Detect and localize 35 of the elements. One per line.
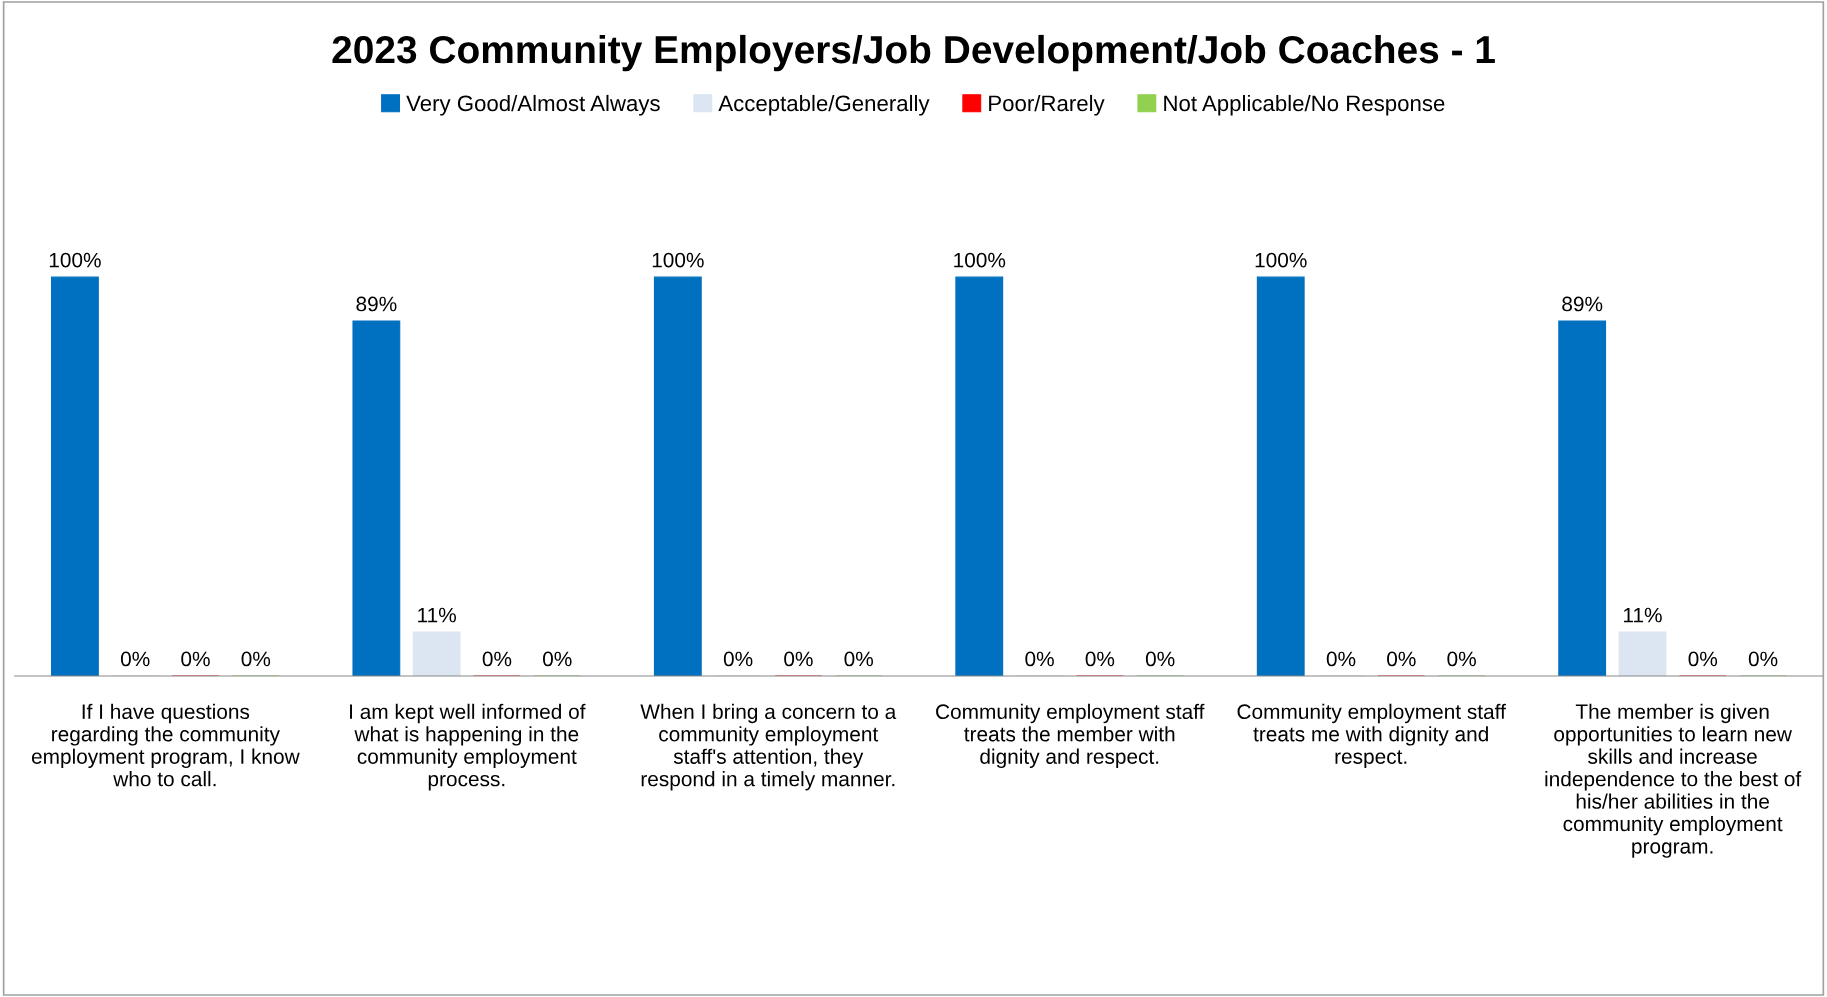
data-label: 0% [1688,651,1718,667]
legend-label: Very Good/Almost Always [406,94,660,116]
x-tick-label: I am kept well informed of what is happening in the community employment process. [350,703,586,791]
data-label: 11% [1623,607,1662,623]
x-tick-label: Community employment staff treats me with dignity and respect. [1237,703,1506,769]
data-label: 0% [1387,651,1416,667]
data-label: 0% [723,651,753,667]
data-label: 0% [482,651,512,667]
data-label: 0% [1447,651,1476,667]
data-label: 100% [49,252,101,268]
data-label: 100% [1255,252,1307,268]
data-label: 11% [418,607,456,623]
data-label: 89% [1562,296,1603,312]
data-label: 0% [120,651,150,667]
legend-label: Acceptable/Generally [718,94,930,116]
data-label: 0% [1326,651,1356,667]
data-label: 0% [181,651,210,667]
data-label: 0% [1025,651,1054,667]
data-label: 0% [241,651,271,667]
data-label: 0% [784,651,813,667]
x-tick-label: When I bring a concern to a community employment staff's attention, they respond in a timely manner. [640,703,897,791]
x-tick-label: Community employment staff treats the member with dignity and respect. [936,703,1205,769]
legend-label: Not Applicable/No Response [1164,94,1445,116]
data-label: 0% [1085,651,1115,667]
legend-label: Poor/Rarely [989,94,1105,116]
data-label: 0% [1748,651,1778,667]
data-label: 100% [954,252,1006,268]
x-tick-label: If I have questions regarding the community employment program, I know who to call. [31,703,300,787]
data-label: 0% [1145,651,1175,667]
data-label: 0% [542,651,572,667]
data-label: 89% [356,296,397,312]
data-label: 0% [844,651,873,667]
data-label: 100% [652,252,704,268]
chart-title: 2023 Community Employers/Job Development/Job Coaches - 1 [332,34,1495,72]
x-tick-label: The member is given opportunities to learn new skills and increase independence to the best of his/her abilities in the community employment program. [1545,703,1802,858]
